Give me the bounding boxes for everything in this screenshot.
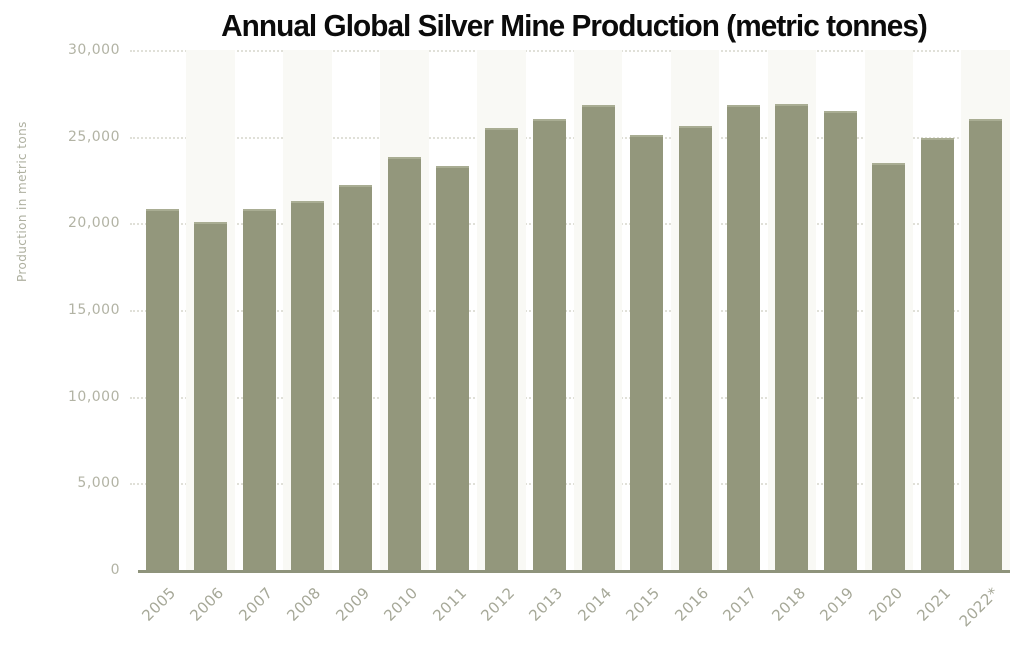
column-2013 (526, 50, 574, 570)
bar-2014 (581, 105, 615, 570)
bar-2005 (145, 209, 179, 570)
bar-2012 (484, 128, 518, 570)
column-2018 (767, 50, 817, 570)
bar-2011 (436, 166, 470, 570)
column-2019 (816, 50, 864, 570)
x-tick-label-2008: 2008 (283, 583, 325, 625)
x-tick-label-2005: 2005 (138, 583, 180, 625)
y-tick-label-15000: 15,000 (68, 302, 120, 318)
column-2007 (235, 50, 283, 570)
x-tick-label-2011: 2011 (428, 583, 471, 625)
gridline-10000 (130, 396, 1010, 399)
column-2012 (477, 50, 526, 570)
x-tick-label-2013: 2013 (525, 583, 567, 625)
column-2014 (573, 50, 623, 570)
bar-2022 (969, 119, 1003, 570)
plot-area (130, 50, 1010, 573)
bar-2017 (726, 105, 760, 570)
x-tick-label-2019: 2019 (816, 583, 858, 625)
column-2020 (864, 50, 913, 570)
chart-title: Annual Global Silver Mine Production (me… (221, 8, 928, 43)
x-tick-label-2017: 2017 (719, 583, 761, 625)
bar-2020 (872, 162, 906, 570)
bar-2016 (678, 126, 712, 570)
x-tick-label-2012: 2012 (477, 583, 519, 625)
gridline-20000 (130, 223, 1010, 226)
column-2006 (186, 50, 235, 570)
bar-2018 (775, 103, 809, 570)
bar-2015 (630, 134, 664, 570)
x-tick-label-2006: 2006 (186, 583, 228, 625)
bar-2019 (823, 110, 857, 570)
column-2016 (670, 50, 720, 570)
column-2017 (719, 50, 767, 570)
column-2021 (913, 50, 961, 570)
column-2011 (429, 50, 477, 570)
y-tick-label-20000: 20,000 (68, 215, 120, 232)
bar-2009 (339, 185, 373, 570)
gridline-25000 (130, 136, 1010, 139)
gridline-15000 (130, 310, 1010, 312)
column-2010 (380, 50, 429, 570)
x-tick-label-2020: 2020 (864, 583, 907, 625)
x-axis-tick-labels: 2005 2006 2007 2008 2009 2010 2011 2012 2013 2014… (138, 583, 1010, 645)
x-tick-label-2022: 2022* (956, 583, 1003, 631)
gridline-5000 (130, 483, 1010, 486)
x-tick-label-2007: 2007 (235, 583, 277, 625)
bar-2021 (920, 138, 954, 570)
bar-2013 (533, 119, 567, 570)
x-tick-label-2015: 2015 (622, 583, 664, 625)
y-axis-tick-labels: 0 5,000 10,000 15,000 20,000 25,000 30,000 (0, 43, 120, 577)
y-tick-label-5000: 5,000 (77, 475, 120, 492)
x-tick-label-2018: 2018 (767, 583, 810, 625)
x-tick-label-2014: 2014 (574, 583, 616, 625)
bar-2010 (387, 157, 421, 570)
x-tick-label-2016: 2016 (671, 583, 713, 625)
y-tick-label-10000: 10,000 (68, 388, 120, 405)
y-tick-label-25000: 25,000 (68, 128, 120, 145)
bar-2008 (291, 200, 325, 570)
column-2022 (961, 50, 1010, 570)
bar-2007 (242, 209, 276, 570)
column-2015 (622, 50, 670, 570)
y-tick-label-0: 0 (110, 562, 120, 578)
x-tick-label-2009: 2009 (331, 583, 374, 625)
column-2009 (332, 50, 380, 570)
bar-2006 (194, 221, 228, 570)
x-tick-label-2021: 2021 (913, 583, 955, 625)
bar-columns (138, 50, 1010, 570)
column-2008 (283, 50, 332, 570)
x-tick-label-2010: 2010 (380, 583, 422, 625)
y-tick-label-30000: 30,000 (68, 42, 120, 58)
gridline-30000 (130, 50, 1010, 52)
column-2005 (138, 50, 186, 570)
